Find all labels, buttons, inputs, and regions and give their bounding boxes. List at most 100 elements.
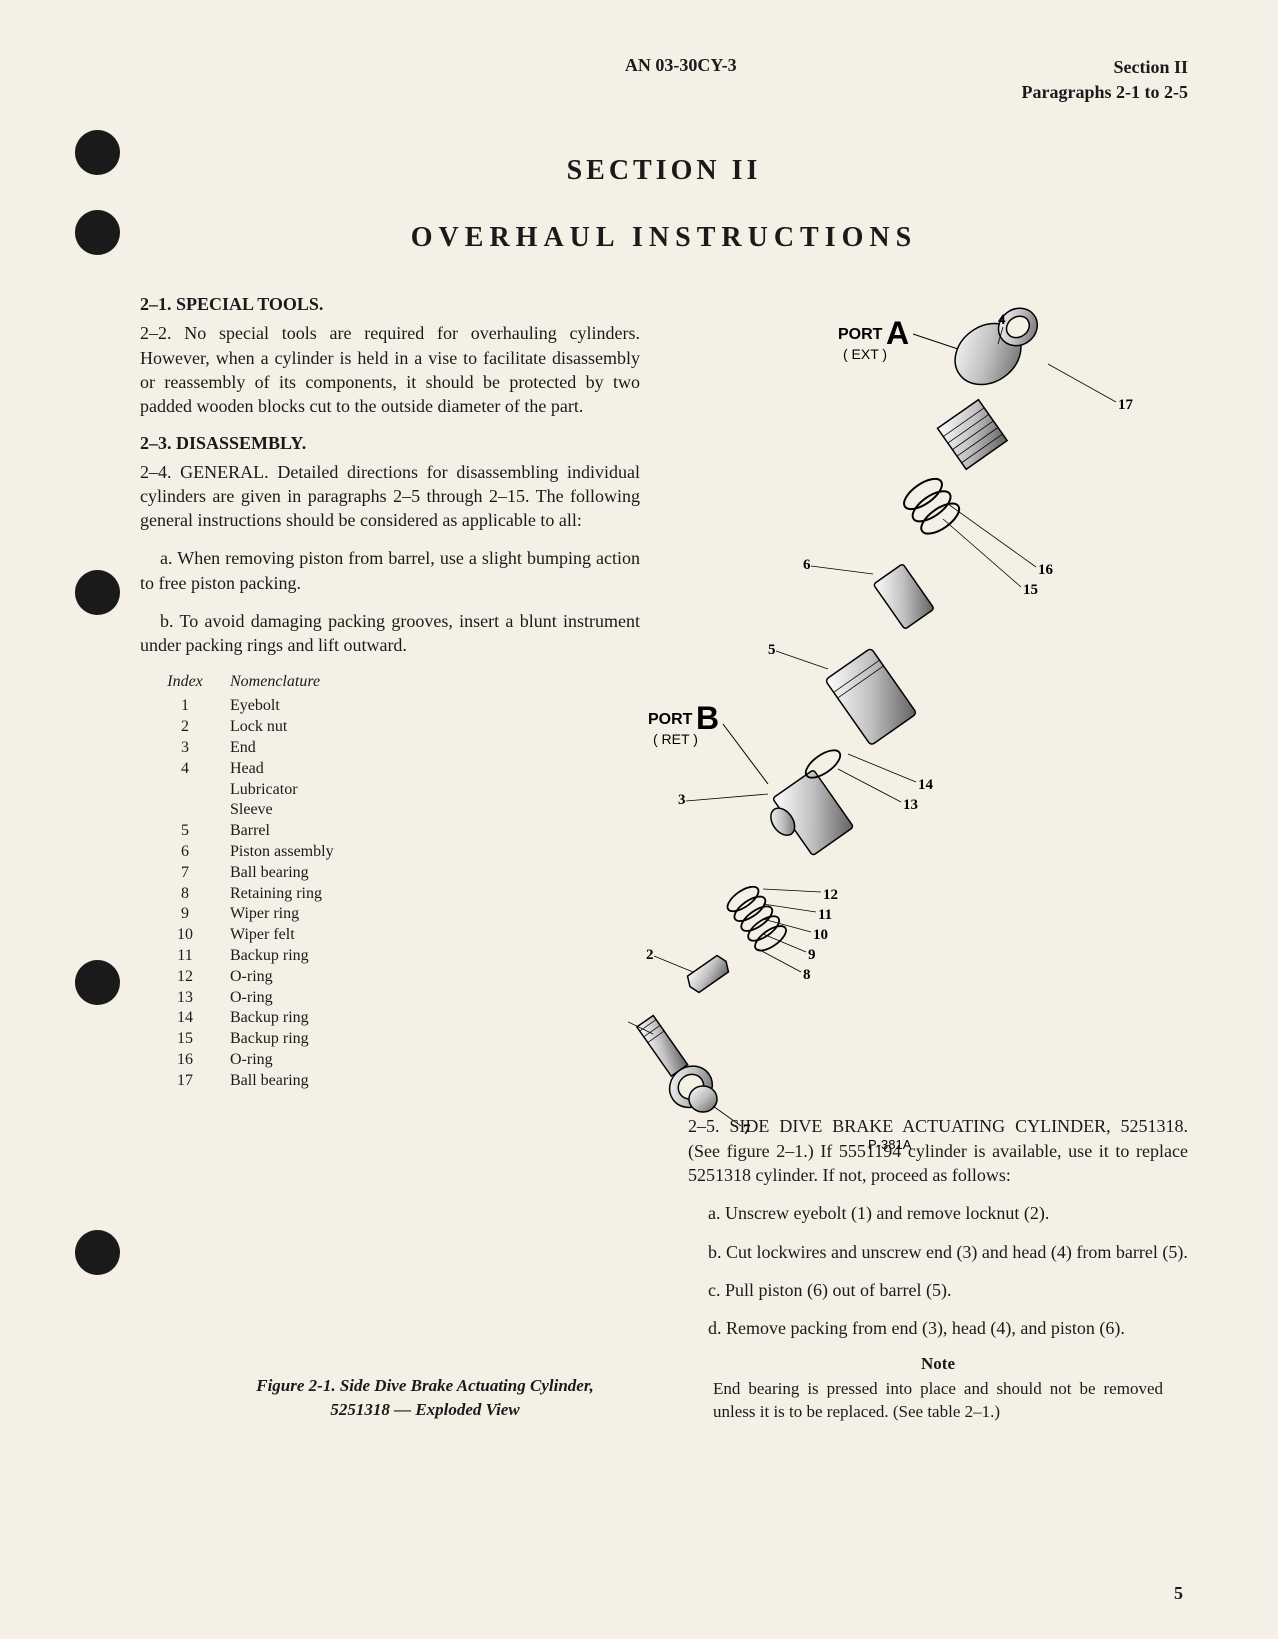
table-cell-index: 7 <box>140 863 230 884</box>
callout-4: 4 <box>998 312 1006 328</box>
port-a-label: PORT <box>838 326 883 343</box>
table-cell-index: 10 <box>140 925 230 946</box>
callout-8: 8 <box>803 967 811 983</box>
right-text-block: 2–5. SIDE DIVE BRAKE ACTUATING CYLINDER,… <box>688 1114 1188 1424</box>
heading-2-1: 2–1. SPECIAL TOOLS. <box>140 294 640 315</box>
table-cell-index: 5 <box>140 821 230 842</box>
callout-2: 2 <box>646 947 654 963</box>
table-cell-name: Barrel <box>230 821 640 842</box>
table-cell-index: 9 <box>140 904 230 925</box>
table-row: 1Eyebolt <box>140 696 640 717</box>
table-cell-name: Wiper felt <box>230 925 640 946</box>
para-2-4a: a. When removing piston from barrel, use… <box>140 546 640 595</box>
figure-caption: Figure 2-1. Side Dive Brake Actuating Cy… <box>200 1374 650 1422</box>
table-row: 8Retaining ring <box>140 884 640 905</box>
table-row: 16O-ring <box>140 1050 640 1071</box>
para-2-5: 2–5. SIDE DIVE BRAKE ACTUATING CYLINDER,… <box>688 1114 1188 1187</box>
table-row: 6Piston assembly <box>140 842 640 863</box>
table-cell-name: Eyebolt <box>230 696 640 717</box>
doc-number: AN 03-30CY-3 <box>340 55 1022 76</box>
table-cell-name: Backup ring <box>230 1008 640 1029</box>
table-row: 17Ball bearing <box>140 1071 640 1092</box>
table-cell-index: 15 <box>140 1029 230 1050</box>
table-cell-index: 2 <box>140 717 230 738</box>
table-cell-index: 6 <box>140 842 230 863</box>
table-cell-name: End <box>230 738 640 759</box>
punch-hole <box>75 1230 120 1275</box>
table-row: 5Barrel <box>140 821 640 842</box>
table-row: 13O-ring <box>140 988 640 1009</box>
table-cell-name: O-ring <box>230 1050 640 1071</box>
table-cell-index: 16 <box>140 1050 230 1071</box>
table-row: 11Backup ring <box>140 946 640 967</box>
callout-10: 10 <box>813 927 828 943</box>
table-header-name: Nomenclature <box>230 672 640 693</box>
table-cell-index <box>140 780 230 801</box>
table-cell-name: Ball bearing <box>230 863 640 884</box>
table-cell-name: Backup ring <box>230 946 640 967</box>
left-column: 2–1. SPECIAL TOOLS. 2–2. No special tool… <box>140 294 640 1091</box>
section-title: SECTION II <box>140 155 1188 187</box>
callout-11: 11 <box>818 907 832 923</box>
table-cell-name: Piston assembly <box>230 842 640 863</box>
table-row: 15Backup ring <box>140 1029 640 1050</box>
callout-17: 17 <box>1118 397 1134 413</box>
page-header: AN 03-30CY-3 Section II Paragraphs 2-1 t… <box>140 55 1188 105</box>
section-label: Section II <box>1022 55 1188 80</box>
callout-9: 9 <box>808 947 816 963</box>
table-cell-name: O-ring <box>230 967 640 988</box>
port-b-letter: B <box>696 700 719 736</box>
table-cell-index: 4 <box>140 759 230 780</box>
heading-2-3: 2–3. DISASSEMBLY. <box>140 433 640 454</box>
para-2-5b: b. Cut lockwires and unscrew end (3) and… <box>688 1240 1188 1264</box>
para-2-4b: b. To avoid damaging packing grooves, in… <box>140 609 640 658</box>
para-2-5c: c. Pull piston (6) out of barrel (5). <box>688 1278 1188 1302</box>
note-text: End bearing is pressed into place and sh… <box>688 1378 1188 1424</box>
table-cell-name: Sleeve <box>230 800 640 821</box>
table-cell-name: Retaining ring <box>230 884 640 905</box>
content-area: 2–1. SPECIAL TOOLS. 2–2. No special tool… <box>140 294 1188 1091</box>
table-row: 12O-ring <box>140 967 640 988</box>
callout-12: 12 <box>823 887 838 903</box>
table-row: Sleeve <box>140 800 640 821</box>
callout-5: 5 <box>768 642 776 658</box>
page-number: 5 <box>1174 1583 1183 1604</box>
table-cell-name: Wiper ring <box>230 904 640 925</box>
exploded-view-diagram: PORT A ( EXT ) PORT B ( RET ) 4 17 16 1 <box>628 294 1188 1164</box>
table-row: 10Wiper felt <box>140 925 640 946</box>
punch-hole <box>75 960 120 1005</box>
table-cell-index: 12 <box>140 967 230 988</box>
para-2-5d: d. Remove packing from end (3), head (4)… <box>688 1316 1188 1340</box>
table-header-index: Index <box>140 672 230 693</box>
port-b-label: PORT <box>648 711 693 728</box>
para-2-2: 2–2. No special tools are required for o… <box>140 321 640 418</box>
table-cell-index: 14 <box>140 1008 230 1029</box>
table-cell-name: Head <box>230 759 640 780</box>
main-title: OVERHAUL INSTRUCTIONS <box>140 222 1188 254</box>
callout-16: 16 <box>1038 562 1054 578</box>
port-b-sub: ( RET ) <box>653 731 698 747</box>
table-row: Lubricator <box>140 780 640 801</box>
callout-14: 14 <box>918 777 934 793</box>
punch-hole <box>75 130 120 175</box>
table-cell-index: 17 <box>140 1071 230 1092</box>
table-cell-name: Lock nut <box>230 717 640 738</box>
callout-13: 13 <box>903 797 918 813</box>
table-row: 14Backup ring <box>140 1008 640 1029</box>
note-heading: Note <box>688 1354 1188 1374</box>
port-a-letter: A <box>886 315 909 351</box>
table-row: 3End <box>140 738 640 759</box>
table-row: 9Wiper ring <box>140 904 640 925</box>
table-cell-name: O-ring <box>230 988 640 1009</box>
callout-15: 15 <box>1023 582 1038 598</box>
nomenclature-table: Index Nomenclature 1Eyebolt2Lock nut3End… <box>140 672 640 1092</box>
table-cell-name: Backup ring <box>230 1029 640 1050</box>
table-cell-index: 11 <box>140 946 230 967</box>
callout-3: 3 <box>678 792 686 808</box>
punch-hole <box>75 210 120 255</box>
punch-hole <box>75 570 120 615</box>
table-cell-index: 3 <box>140 738 230 759</box>
table-cell-index: 8 <box>140 884 230 905</box>
table-cell-index: 13 <box>140 988 230 1009</box>
callout-6: 6 <box>803 557 811 573</box>
